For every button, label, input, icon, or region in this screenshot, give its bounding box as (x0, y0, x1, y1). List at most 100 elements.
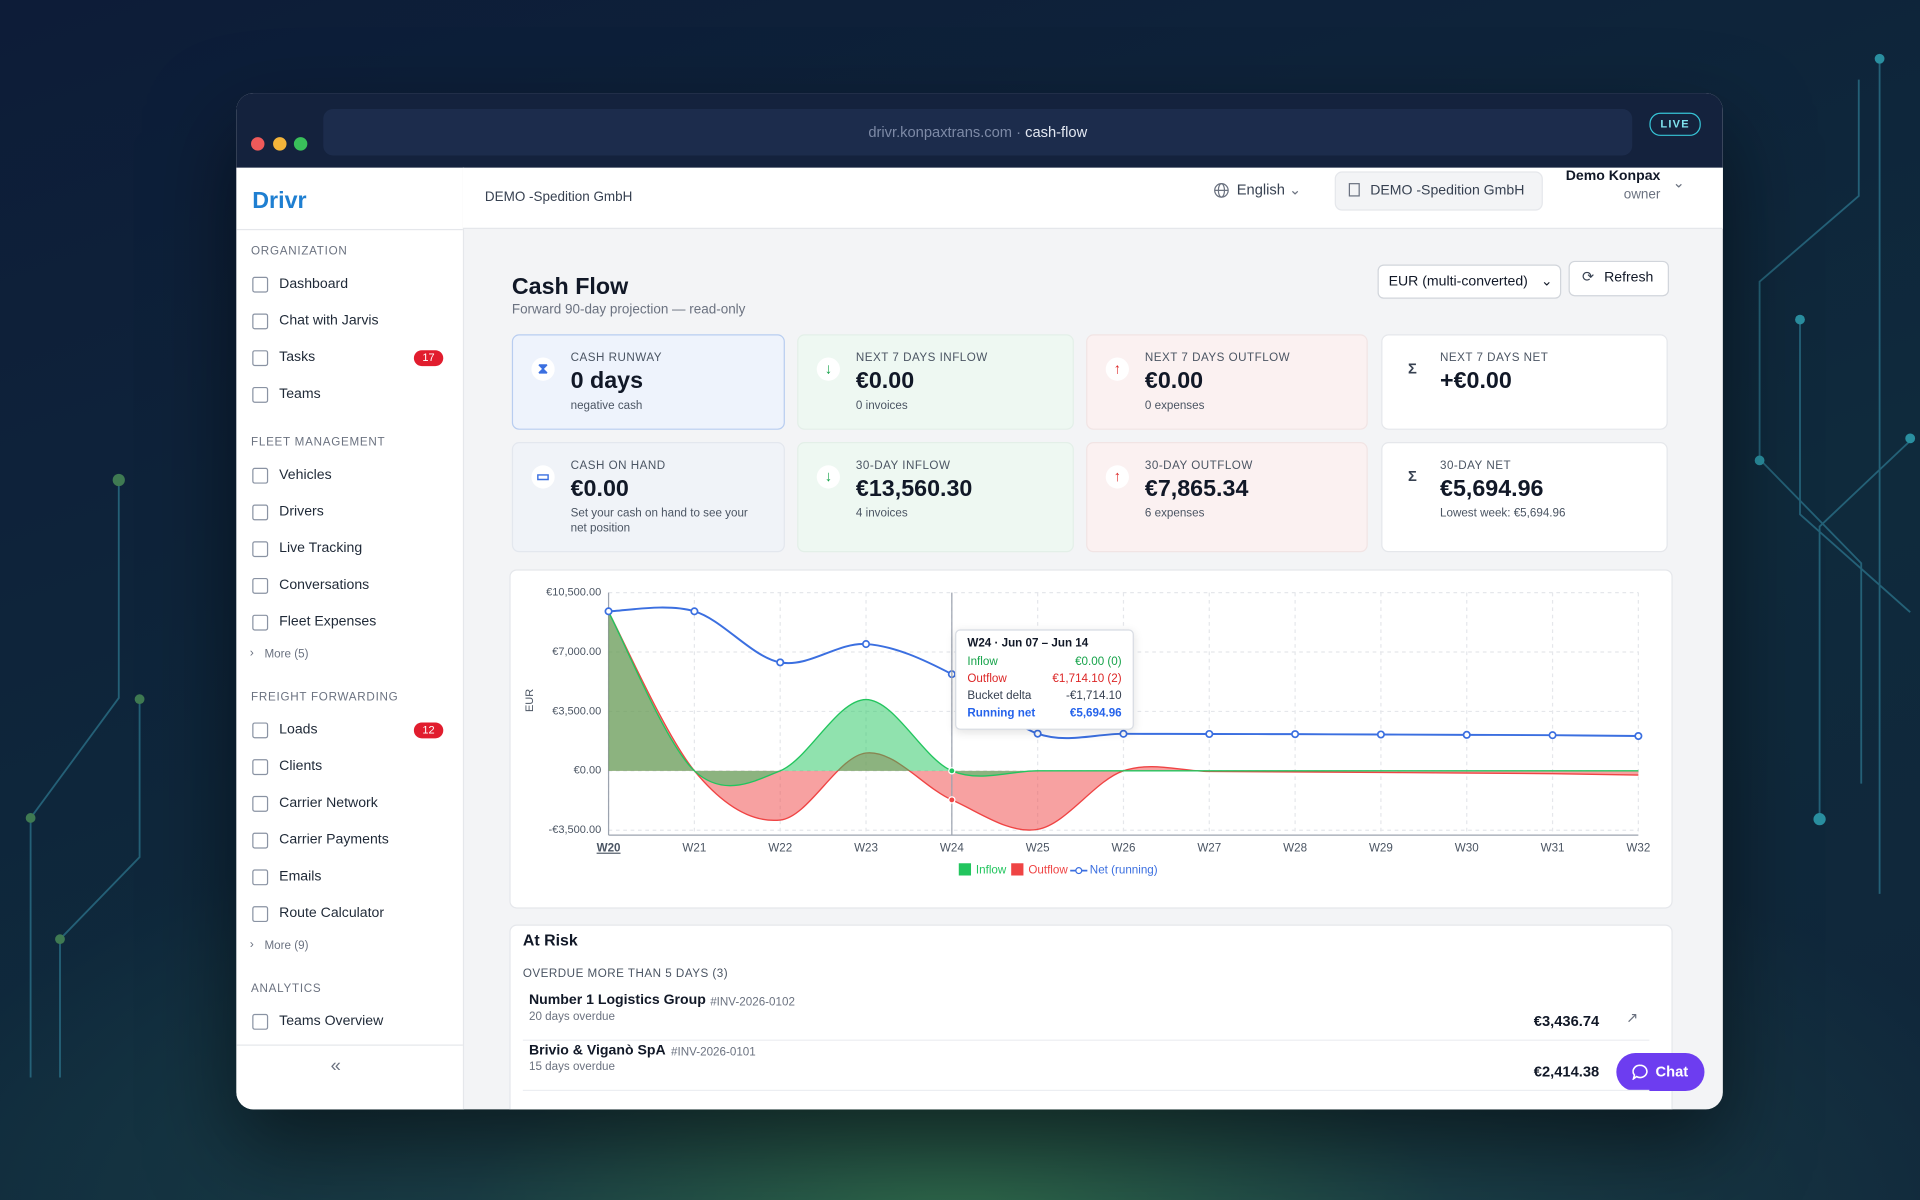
currency: EUR (multi-converted) (1388, 274, 1528, 289)
nav-icon (252, 541, 269, 558)
org-switch[interactable]: DEMO -Spedition GmbH (1334, 171, 1543, 211)
nav-icon (252, 313, 269, 330)
language: English (1236, 181, 1285, 199)
x-tick-label: W22 (768, 842, 792, 855)
nav-more[interactable]: More (5) (264, 647, 309, 662)
kpi-icon: ↑ (1105, 465, 1129, 489)
risk-note: 15 days overdue (528, 1060, 615, 1074)
nav-section-title: ANALYTICS (251, 982, 322, 996)
series-line (607, 611, 1639, 787)
nav-item[interactable] (241, 749, 449, 783)
nav-section-title: FREIGHT FORWARDING (251, 690, 399, 705)
minimize-dot[interactable] (273, 137, 287, 151)
legend-label: Net (running) (1090, 864, 1158, 877)
kpi-label: NEXT 7 DAYS NET (1440, 351, 1549, 365)
nav-item[interactable] (241, 860, 449, 894)
close-dot[interactable] (251, 137, 265, 151)
net-point (604, 607, 613, 616)
nav-label: Carrier Network (279, 795, 378, 811)
url-path: cash-flow (1025, 123, 1088, 141)
kpi-value: 0 days (570, 368, 644, 395)
nav-icon (252, 906, 269, 923)
kpi-icon: ↓ (816, 357, 840, 381)
net-point (1462, 730, 1471, 739)
kpi-card (797, 442, 1074, 553)
currency-select[interactable]: EUR (multi-converted) ⌄ (1377, 264, 1562, 299)
nav-label: Chat with Jarvis (279, 313, 379, 329)
hover-point (948, 767, 956, 775)
chart-card (509, 569, 1673, 909)
x-tick-label: W32 (1626, 842, 1650, 855)
kpi-note: Set your cash on hand to see your net po… (570, 506, 748, 536)
net-point (1119, 729, 1128, 738)
chat-icon (1632, 1064, 1648, 1080)
at-risk-group: OVERDUE MORE THAN 5 DAYS (3) (522, 967, 729, 981)
sidebar-footer-divider (236, 1044, 463, 1046)
nav-label: Tasks (279, 350, 316, 365)
nav-label: Route Calculator (279, 906, 385, 921)
nav-icon (252, 276, 269, 293)
kpi-card (1381, 334, 1668, 430)
nav-more[interactable]: More (9) (264, 939, 309, 953)
x-tick-label: W30 (1455, 842, 1479, 855)
tooltip-value: €5,694.96 (1069, 706, 1122, 720)
kpi-note: 4 invoices (855, 506, 908, 521)
kpi-label: 30-DAY NET (1440, 459, 1512, 473)
user-name[interactable]: Demo Konpax (1565, 168, 1661, 184)
nav-icon (252, 1013, 269, 1030)
x-tick-label: W27 (1197, 842, 1221, 855)
page-title: Cash Flow (511, 274, 629, 300)
kpi-value: €7,865.34 (1144, 476, 1249, 503)
net-point (776, 658, 785, 667)
kpi-value: €0.00 (855, 368, 915, 395)
maximize-dot[interactable] (293, 137, 308, 151)
url-bar[interactable]: drivr.konpaxtrans.com · cash-flow (323, 108, 1633, 156)
nav-label: Teams Overview (279, 1013, 384, 1029)
kpi-label: CASH RUNWAY (570, 351, 662, 365)
header-org: DEMO -Spedition GmbH (484, 189, 633, 205)
refresh-button[interactable]: Refresh (1568, 260, 1669, 297)
y-tick-label: €10,500.00 (546, 587, 601, 599)
language-select[interactable]: English ⌄ (1236, 181, 1302, 199)
risk-name: Number 1 Logistics Group (528, 993, 706, 1008)
y-axis-label: EUR (524, 689, 536, 712)
series-line (607, 611, 1639, 831)
net-point (1634, 731, 1643, 741)
kpi-icon: ↑ (1105, 357, 1129, 381)
kpi-icon: ↓ (816, 465, 840, 489)
kpi-icon: Σ (1400, 357, 1425, 381)
globe-icon (1214, 183, 1229, 198)
risk-divider (522, 1039, 1650, 1041)
kpi-value: €5,694.96 (1440, 476, 1544, 503)
user-chevron[interactable]: ⌄ (1672, 173, 1685, 192)
nav-label: Clients (279, 759, 323, 774)
nav-item[interactable] (241, 377, 449, 411)
legend-swatch (958, 863, 972, 876)
nav-icon (252, 614, 269, 631)
chat-button[interactable]: Chat (1616, 1053, 1705, 1092)
kpi-note: 0 expenses (1144, 399, 1205, 413)
net-point (1548, 731, 1557, 740)
kpi-card (1086, 334, 1368, 430)
kpi-icon: ▭ (531, 465, 555, 489)
collapse-button[interactable]: « (330, 1055, 341, 1077)
risk-divider (522, 1089, 1650, 1092)
x-tick-label: W26 (1112, 842, 1136, 855)
nav-label: Emails (279, 869, 322, 885)
nav-icon (252, 386, 269, 403)
kpi-card (511, 334, 785, 430)
net-point (1033, 729, 1042, 738)
legend-label: Inflow (976, 864, 1007, 877)
nav-item[interactable] (241, 495, 449, 529)
kpi-label: 30-DAY OUTFLOW (1144, 459, 1253, 473)
open-link[interactable]: ↗ (1626, 1008, 1639, 1027)
x-tick-label: W24 (940, 842, 964, 855)
tooltip-label: Outflow (967, 672, 1007, 686)
legend-swatch (1011, 863, 1024, 876)
net-point (1376, 730, 1385, 739)
risk-amount: €3,436.74 (1533, 1012, 1600, 1030)
nav-item[interactable] (241, 458, 449, 492)
at-risk-card (509, 924, 1673, 1110)
